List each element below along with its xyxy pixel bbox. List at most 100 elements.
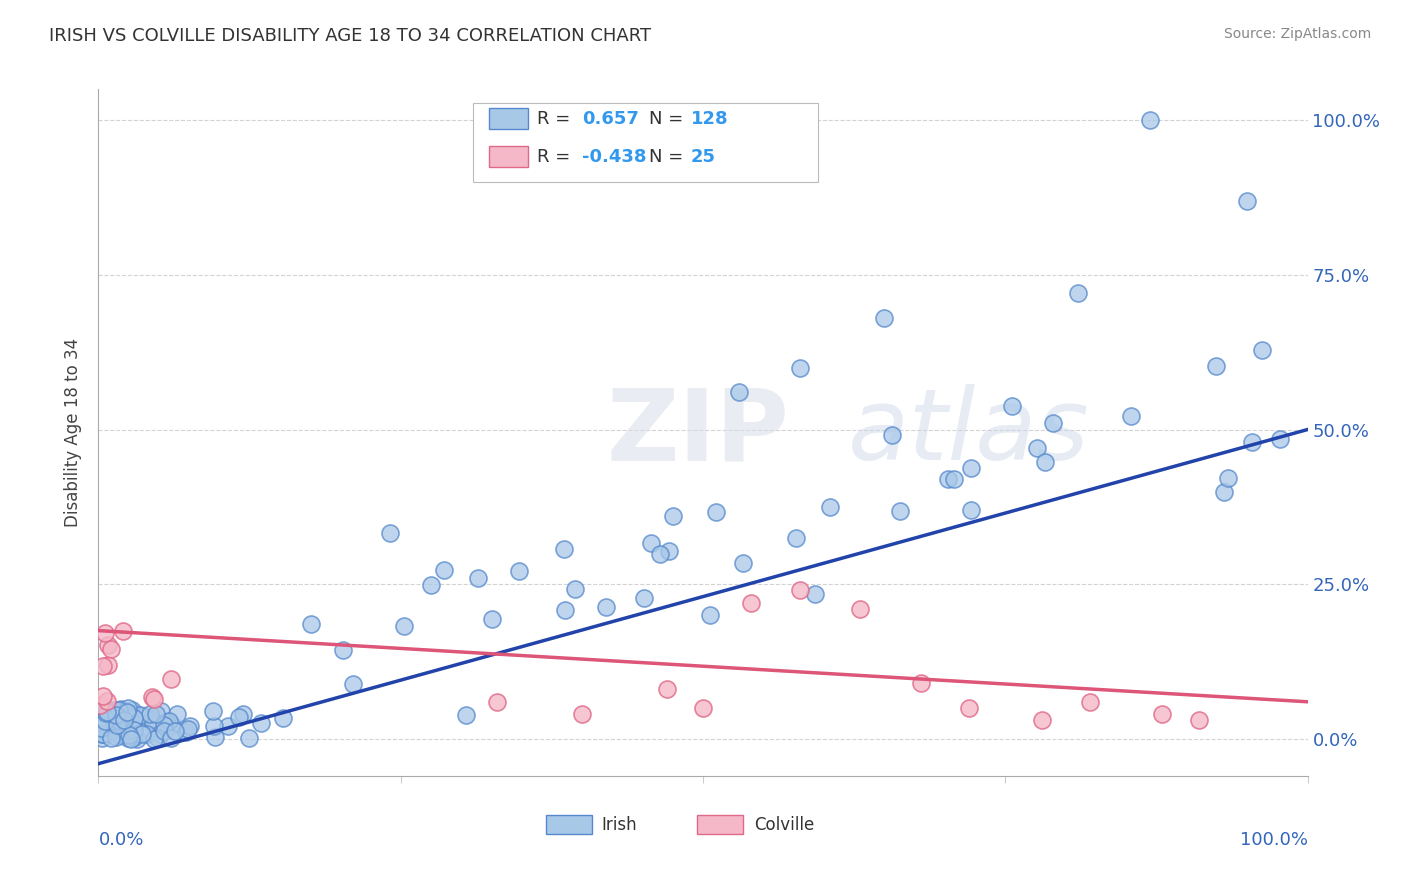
Text: 100.0%: 100.0% [1240,831,1308,849]
Point [204,730,226,744]
FancyBboxPatch shape [489,109,527,129]
Point [508,564,530,578]
Point [789,360,811,375]
Point [692,701,714,715]
Point [110,702,132,716]
Point [97,658,120,673]
Point [467,571,489,585]
Point [108,715,131,730]
Point [1205,359,1227,374]
Point [1139,113,1161,128]
Point [110,728,132,742]
Point [118,712,141,726]
Point [91,727,114,741]
Point [105,730,128,744]
Point [1026,441,1049,455]
Point [960,461,983,475]
Point [128,707,150,722]
Point [936,472,959,486]
Point [152,718,174,732]
Point [419,577,441,591]
Point [94,706,117,721]
Point [121,723,143,738]
Point [153,724,176,739]
Point [648,547,671,561]
Point [1241,434,1264,449]
Point [90,721,112,735]
Point [728,385,751,400]
Text: Source: ZipAtlas.com: Source: ZipAtlas.com [1223,27,1371,41]
Point [733,556,755,570]
Point [176,725,198,739]
FancyBboxPatch shape [697,815,742,834]
Point [342,677,364,691]
Text: 0.657: 0.657 [582,110,638,128]
Point [789,583,811,598]
Text: R =: R = [537,147,576,166]
Point [204,719,226,733]
Point [595,600,617,615]
Point [105,703,128,717]
Point [1216,471,1239,485]
Point [112,705,135,719]
Point [1270,432,1292,446]
Point [103,706,125,720]
Text: 25: 25 [690,147,716,166]
Point [118,706,141,721]
Point [122,730,145,744]
Point [740,596,762,610]
Text: 0.0%: 0.0% [98,831,143,849]
Point [110,724,132,739]
Text: Colville: Colville [754,816,814,834]
Point [120,731,142,746]
Text: N =: N = [648,110,689,128]
Point [105,726,128,740]
Point [141,690,163,705]
Point [145,706,167,721]
Text: 128: 128 [690,110,728,128]
Point [91,658,114,673]
FancyBboxPatch shape [546,815,592,834]
Point [120,728,142,742]
Point [662,508,685,523]
Point [299,617,322,632]
Point [142,717,165,731]
Point [139,707,162,722]
Point [132,709,155,723]
Point [160,672,183,686]
Point [94,717,117,731]
Point [640,535,662,549]
Point [100,708,122,723]
Point [143,731,166,746]
Point [238,731,260,745]
Point [98,703,121,717]
Point [249,715,271,730]
Point [217,719,239,733]
Point [201,704,224,718]
Point [110,710,132,724]
Point [105,717,128,731]
Point [141,713,163,727]
Point [91,689,114,703]
Point [1033,455,1056,469]
Point [880,428,903,442]
Point [87,714,110,729]
Point [1067,286,1090,301]
Point [378,526,401,541]
Point [960,503,983,517]
Text: -0.438: -0.438 [582,147,647,166]
Text: Irish: Irish [602,816,637,834]
Point [165,723,187,738]
Point [104,708,127,723]
Point [658,544,681,558]
Point [125,731,148,746]
Point [117,723,139,738]
Point [114,709,136,723]
Point [100,731,122,746]
Point [114,706,136,720]
Point [804,587,827,601]
Point [785,531,807,545]
Point [112,706,135,721]
Point [704,505,727,519]
Text: ZIP: ZIP [606,384,789,481]
